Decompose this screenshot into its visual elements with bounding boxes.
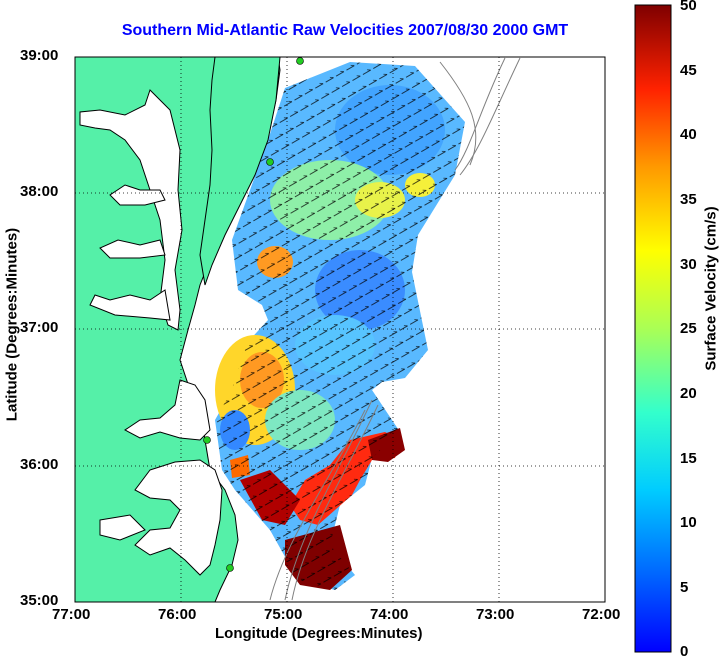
x-tick-label: 77:00	[52, 606, 91, 623]
x-tick-label: 73:00	[476, 606, 515, 623]
station-marker	[226, 564, 234, 572]
chart-title: Southern Mid-Atlantic Raw Velocities 200…	[121, 22, 569, 39]
x-tick-label: 72:00	[582, 606, 621, 623]
colorbar-tick: 30	[680, 256, 697, 273]
y-tick-label: 38:00	[20, 183, 59, 200]
station-marker	[296, 57, 304, 65]
colorbar-tick: 50	[680, 0, 697, 14]
colorbar-tick: 40	[680, 126, 697, 143]
y-tick-label: 35:00	[20, 592, 59, 609]
colorbar-tick: 15	[680, 450, 697, 467]
bathymetry-contours	[269, 57, 521, 601]
plot-border	[74, 56, 606, 603]
radar-stations	[203, 57, 304, 572]
colorbar-tick: 35	[680, 191, 697, 208]
colorbar	[634, 4, 672, 653]
velocity-field	[215, 62, 465, 590]
x-tick-label: 76:00	[158, 606, 197, 623]
colorbar-tick: 0	[680, 643, 689, 660]
x-tick-label: 74:00	[370, 606, 409, 623]
y-tick-label: 37:00	[20, 319, 59, 336]
y-axis-label: Latitude (Degrees:Minutes)	[3, 227, 21, 422]
station-marker	[266, 158, 274, 166]
colorbar-tick: 20	[680, 385, 697, 402]
grid-lines	[75, 57, 605, 602]
colorbar-tick: 10	[680, 514, 697, 531]
land-mass	[75, 57, 281, 602]
colorbar-tick: 25	[680, 320, 697, 337]
colorbar-label: Surface Velocity (cm/s)	[702, 206, 720, 371]
colorbar-tick: 45	[680, 62, 697, 79]
y-tick-label: 39:00	[20, 47, 59, 64]
x-axis-label: Longitude (Degrees:Minutes)	[215, 625, 423, 642]
colorbar-tick: 5	[680, 579, 689, 596]
y-tick-label: 36:00	[20, 456, 59, 473]
x-tick-label: 75:00	[264, 606, 303, 623]
station-marker	[203, 436, 211, 444]
